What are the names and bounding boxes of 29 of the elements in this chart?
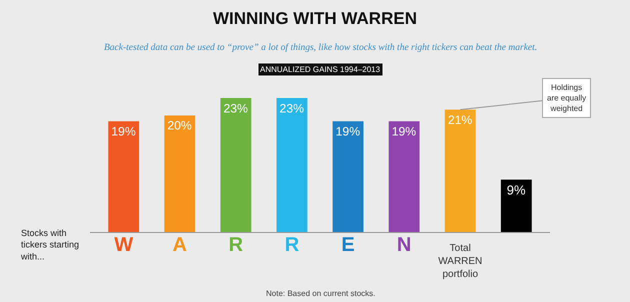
chart-title: WINNING WITH WARREN [213, 8, 417, 28]
data-label: 19% [111, 124, 136, 139]
x-tick-label: N [396, 234, 412, 256]
bar [388, 121, 420, 232]
data-label: 20% [167, 118, 192, 133]
chart-subtitle: Back-tested data can be used to “prove” a lot of things, like how stocks with the right tickers can beat the market. [104, 43, 538, 53]
bar [332, 121, 364, 232]
text: Stocks with tickers starting with... [20, 228, 80, 262]
bar [276, 98, 308, 232]
data-label: 23% [223, 101, 248, 116]
x-tick-label: R [228, 234, 244, 256]
data-label: 21% [448, 112, 472, 127]
data-label: 9% [506, 182, 526, 198]
data-label: 23% [280, 101, 304, 116]
bar [164, 115, 196, 232]
x-tick-label: R [284, 234, 300, 256]
x-tick-label: Total WARREN portfolio [438, 243, 482, 280]
x-tick-label: E [341, 234, 355, 256]
data-label: 19% [336, 124, 360, 139]
text: ANNUALIZED GAINS 1994–2013 [260, 65, 381, 74]
bar [444, 110, 476, 232]
bar [500, 180, 532, 232]
data-label: 19% [392, 124, 416, 139]
bar [108, 121, 140, 232]
text: Note: Based on current stocks. [266, 289, 376, 298]
bar [220, 98, 252, 232]
annotation: Holdings are equally weighted [547, 83, 586, 113]
x-tick-label: A [172, 234, 187, 256]
x-tick-label: W [114, 234, 134, 256]
